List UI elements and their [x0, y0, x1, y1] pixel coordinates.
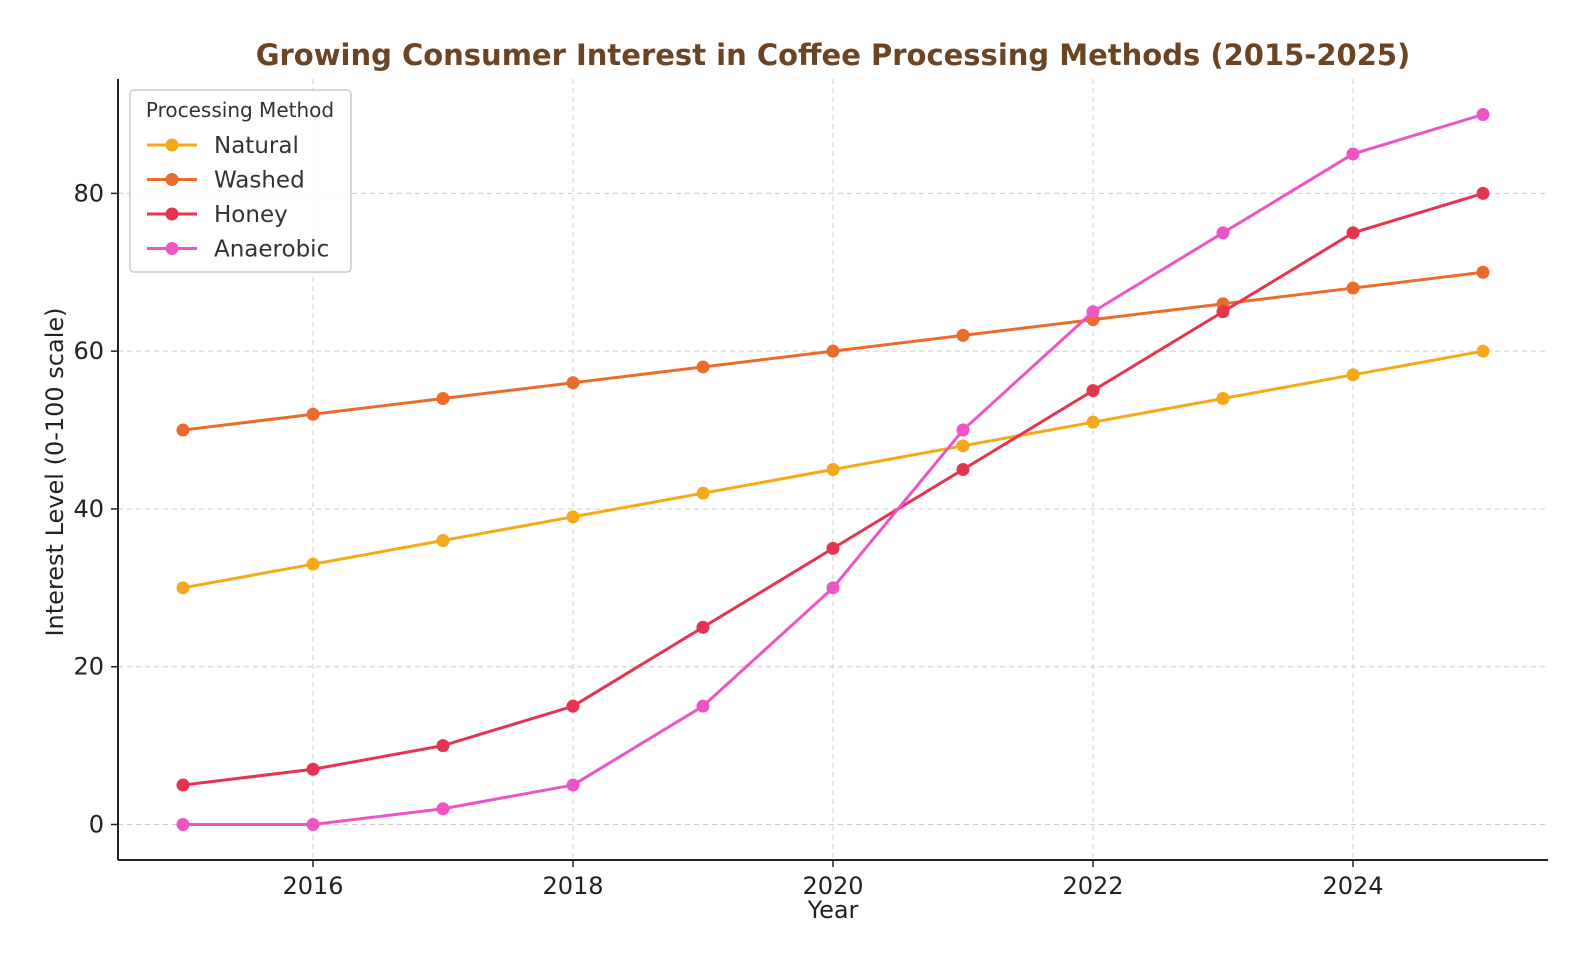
- y-tick-label: 0: [89, 811, 104, 839]
- data-point-anaerobic: [436, 802, 450, 816]
- x-tick-label: 2016: [282, 872, 343, 900]
- data-point-washed: [826, 344, 840, 358]
- x-axis-label: Year: [807, 896, 859, 924]
- ticks: 2016 2018 2020 2022 2024 0 20 40 60 80: [73, 179, 1383, 900]
- legend-label: Honey: [214, 202, 288, 228]
- data-point-honey: [1346, 226, 1360, 240]
- data-point-anaerobic: [1086, 305, 1100, 319]
- data-point-honey: [436, 739, 450, 753]
- data-point-anaerobic: [696, 699, 710, 713]
- data-point-natural: [436, 534, 450, 547]
- data-point-honey: [566, 699, 580, 713]
- legend-marker-swatch: [165, 138, 179, 152]
- data-point-honey: [306, 762, 320, 776]
- data-point-natural: [956, 439, 970, 453]
- data-point-anaerobic: [566, 778, 580, 792]
- data-point-honey: [1216, 305, 1230, 319]
- legend-label: Natural: [214, 133, 299, 159]
- y-tick-label: 80: [73, 179, 104, 207]
- series-natural: [176, 344, 1490, 595]
- data-point-anaerobic: [176, 818, 190, 831]
- legend-marker-swatch: [165, 207, 179, 221]
- data-point-natural: [306, 557, 320, 571]
- data-point-washed: [696, 360, 710, 374]
- chart-title: Growing Consumer Interest in Coffee Proc…: [256, 38, 1411, 72]
- data-point-natural: [1476, 344, 1490, 358]
- data-point-honey: [956, 463, 970, 476]
- legend-item-honey[interactable]: Honey: [147, 202, 288, 228]
- legend[interactable]: Processing Method Natural Washed Honey Anae…: [129, 89, 352, 273]
- data-point-natural: [1216, 392, 1230, 405]
- x-tick-label: 2018: [542, 872, 603, 900]
- data-point-natural: [696, 486, 710, 500]
- data-point-anaerobic: [306, 818, 320, 831]
- series-line-honey: [182, 191, 1484, 787]
- data-point-washed: [176, 423, 190, 437]
- data-point-washed: [566, 376, 580, 390]
- y-tick-label: 40: [73, 495, 104, 523]
- x-tick-label: 2022: [1062, 872, 1123, 900]
- legend-box: [129, 89, 352, 273]
- series-honey: [176, 186, 1490, 792]
- legend-item-natural[interactable]: Natural: [147, 133, 299, 159]
- legend-marker-swatch: [165, 242, 179, 255]
- data-point-honey: [1086, 384, 1100, 398]
- data-point-honey: [696, 620, 710, 634]
- legend-label: Washed: [214, 168, 305, 194]
- data-point-natural: [826, 463, 840, 476]
- data-point-natural: [1346, 368, 1360, 382]
- legend-title: Processing Method: [146, 98, 334, 122]
- data-point-anaerobic: [1476, 108, 1490, 121]
- y-tick-label: 60: [73, 337, 104, 365]
- data-point-anaerobic: [1216, 226, 1230, 240]
- legend-label: Anaerobic: [214, 237, 329, 263]
- x-tick-label: 2020: [802, 872, 863, 900]
- legend-item-washed[interactable]: Washed: [147, 168, 305, 194]
- y-axis-label: Interest Level (0-100 scale): [41, 307, 69, 636]
- data-point-honey: [826, 541, 840, 555]
- data-point-anaerobic: [826, 581, 840, 595]
- y-tick-label: 20: [73, 653, 104, 681]
- data-point-washed: [1346, 281, 1360, 295]
- data-point-natural: [176, 581, 190, 595]
- series-lines: [176, 108, 1490, 831]
- legend-item-anaerobic[interactable]: Anaerobic: [147, 237, 329, 263]
- series-anaerobic: [176, 108, 1490, 831]
- legend-marker-swatch: [165, 173, 179, 186]
- data-point-washed: [956, 328, 970, 342]
- data-point-washed: [436, 392, 450, 405]
- data-point-natural: [1086, 415, 1100, 429]
- data-point-washed: [306, 407, 320, 421]
- data-point-anaerobic: [1346, 147, 1360, 161]
- data-point-natural: [566, 510, 580, 524]
- data-point-washed: [1476, 265, 1490, 279]
- data-point-honey: [176, 778, 190, 792]
- data-point-anaerobic: [956, 423, 970, 437]
- x-tick-label: 2024: [1322, 872, 1383, 900]
- data-point-honey: [1476, 186, 1490, 200]
